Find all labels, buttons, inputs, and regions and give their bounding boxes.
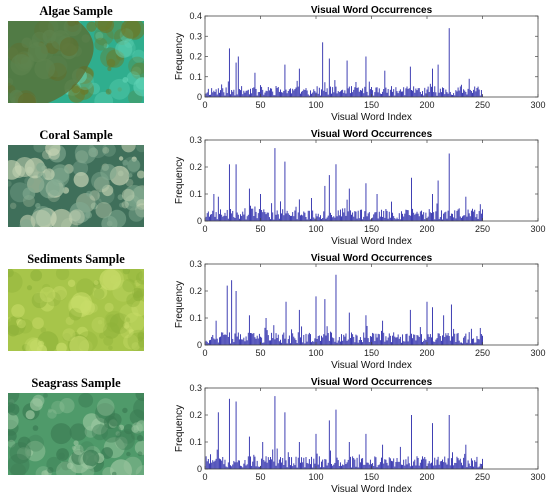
sample-title: Coral Sample [39,128,113,142]
sample-row: Sediments Sample Visual Word Occurrences 0… [0,252,550,374]
x-tick-label: 250 [475,100,490,110]
y-tick-label: 0.2 [189,286,202,296]
x-tick-label: 250 [475,472,490,482]
y-tick-label: 0.3 [189,135,202,145]
y-tick-label: 0.3 [189,31,202,41]
x-tick-label: 300 [530,348,545,358]
bars [205,28,483,97]
bars [205,396,483,469]
x-tick-label: 150 [364,100,379,110]
x-axis-label: Visual Word Index [331,236,412,247]
sample-title: Algae Sample [39,4,113,18]
y-tick-label: 0 [197,216,202,226]
x-axis-label: Visual Word Index [331,484,412,495]
y-tick-label: 0 [197,92,202,102]
occurrence-chart: Visual Word Occurrences 0 50 100 150 200 250 30… [150,128,546,248]
x-tick-label: 0 [202,348,207,358]
x-tick-label: 0 [202,100,207,110]
occurrence-chart: Visual Word Occurrences 0 50 100 150 200 250 30… [150,4,546,124]
y-tick-label: 0.1 [189,313,202,323]
x-tick-label: 50 [255,348,265,358]
sample-row: Algae Sample Visual Word Occurrences 0 50 10… [0,4,550,126]
x-tick-label: 100 [308,348,323,358]
sample-row: Coral Sample Visual Word Occurrences 0 50 10… [0,128,550,250]
x-tick-label: 50 [255,100,265,110]
x-tick-label: 100 [308,100,323,110]
chart-title: Visual Word Occurrences [311,129,433,140]
y-axis-label: Frequency [174,281,185,328]
x-tick-label: 0 [202,472,207,482]
y-tick-label: 0.1 [189,72,202,82]
bars [205,148,483,221]
x-tick-label: 250 [475,224,490,234]
sample-photo [8,269,144,351]
y-axis-label: Frequency [174,405,185,452]
x-tick-label: 150 [364,472,379,482]
x-tick-label: 300 [530,224,545,234]
chart-title: Visual Word Occurrences [311,377,433,388]
sample-title: Seagrass Sample [31,376,121,390]
x-tick-label: 200 [419,224,434,234]
x-tick-label: 50 [255,472,265,482]
x-tick-label: 150 [364,224,379,234]
y-axis-label: Frequency [174,33,185,80]
x-tick-label: 50 [255,224,265,234]
x-tick-label: 300 [530,100,545,110]
x-tick-label: 200 [419,348,434,358]
y-tick-label: 0.1 [189,437,202,447]
x-axis-label: Visual Word Index [331,112,412,123]
sample-photo [8,393,144,475]
y-tick-label: 0.3 [189,383,202,393]
y-tick-label: 0.2 [189,410,202,420]
sample-photo [8,145,144,227]
y-tick-label: 0.3 [189,259,202,269]
x-tick-label: 100 [308,224,323,234]
x-tick-label: 200 [419,100,434,110]
occurrence-chart: Visual Word Occurrences 0 50 100 150 200 250 30… [150,376,546,496]
y-tick-label: 0.2 [189,162,202,172]
y-tick-label: 0.2 [189,52,202,62]
y-tick-label: 0 [197,340,202,350]
x-tick-label: 100 [308,472,323,482]
sample-row: Seagrass Sample Visual Word Occurrences 0 5… [0,376,550,498]
x-tick-label: 250 [475,348,490,358]
y-tick-label: 0 [197,464,202,474]
x-tick-label: 0 [202,224,207,234]
y-axis-label: Frequency [174,157,185,204]
x-tick-label: 150 [364,348,379,358]
chart-title: Visual Word Occurrences [311,253,433,264]
chart-title: Visual Word Occurrences [311,5,433,16]
plot-frame [204,263,539,346]
bars [205,274,483,345]
x-tick-label: 200 [419,472,434,482]
sample-photo [8,21,144,103]
y-tick-label: 0.4 [189,11,202,21]
sample-title: Sediments Sample [27,252,125,266]
y-tick-label: 0.1 [189,189,202,199]
occurrence-chart: Visual Word Occurrences 0 50 100 150 200 250 30… [150,252,546,372]
x-axis-label: Visual Word Index [331,360,412,371]
x-tick-label: 300 [530,472,545,482]
